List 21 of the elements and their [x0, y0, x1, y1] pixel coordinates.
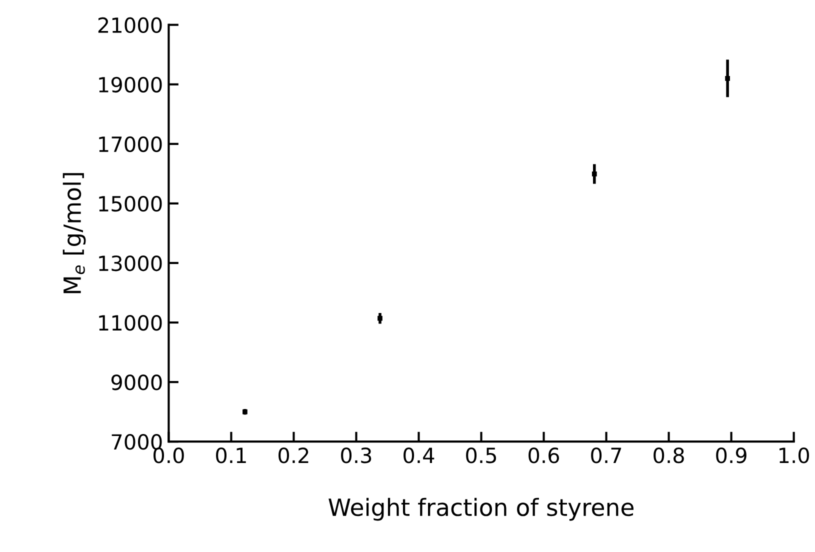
x-tick-label: 0.8: [654, 448, 684, 464]
x-tick-label: 0.1: [216, 448, 246, 464]
x-axis-title: Weight fraction of styrene: [328, 498, 634, 521]
x-tick-label: 0.6: [528, 448, 560, 464]
y-tick-label: 21000: [98, 17, 162, 34]
x-tick-label: 0.7: [591, 448, 622, 464]
y-tick-label: 7000: [112, 434, 162, 450]
x-tick-label: 0.9: [716, 448, 746, 464]
x-tick-label: 1.0: [780, 448, 809, 464]
y-tick-label: 19000: [99, 76, 162, 93]
x-tick-label: 0.5: [466, 448, 496, 464]
x-tick-label: 0.0: [154, 448, 184, 464]
x-tick-label: 0.4: [404, 448, 434, 464]
x-tick-label: 0.2: [278, 448, 308, 464]
y-tick-label: 9000: [111, 374, 162, 390]
y-tick-label: 17000: [99, 136, 162, 152]
y-tick-label: 13000: [99, 255, 162, 272]
y-tick-label: 15000: [99, 196, 162, 212]
y-tick-label: 11000: [99, 314, 162, 331]
x-tick-label: 0.3: [341, 448, 372, 464]
y-axis-title: M$_{e}$ [g/mol]: [62, 173, 86, 294]
